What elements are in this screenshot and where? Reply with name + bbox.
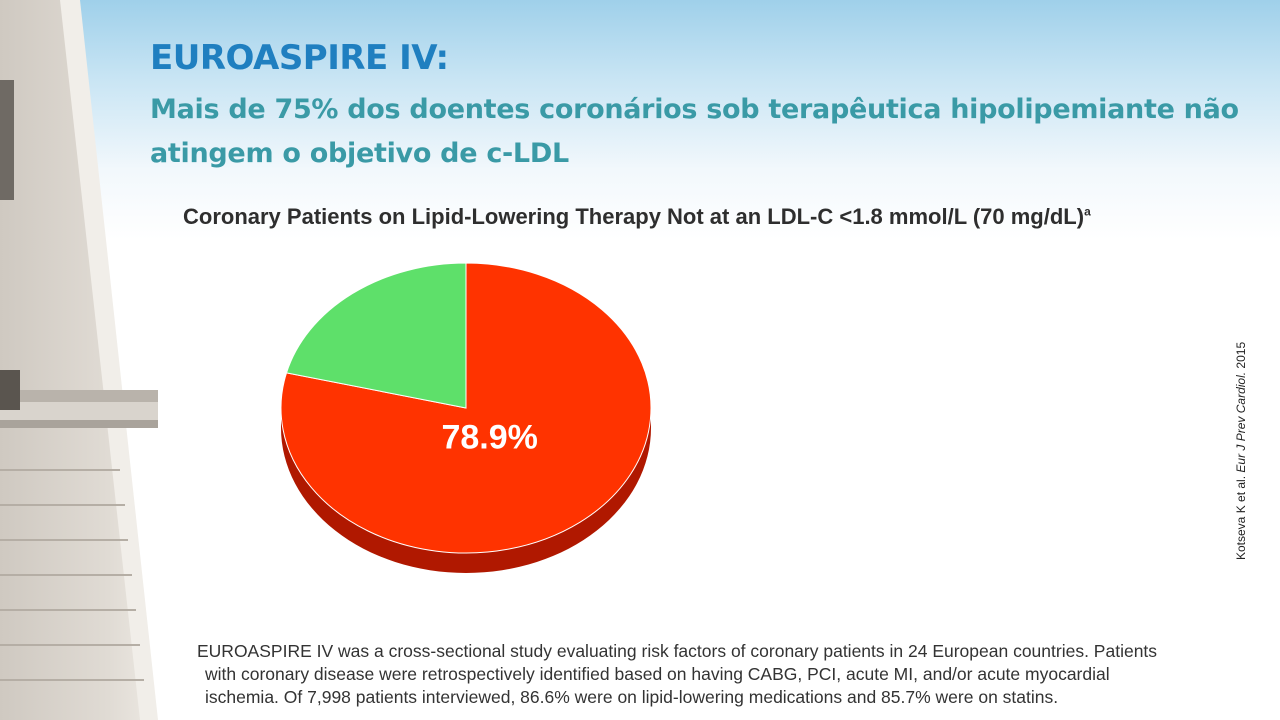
slide-title: EUROASPIRE IV: bbox=[150, 38, 449, 78]
citation-journal: Eur J Prev Cardiol. bbox=[1234, 371, 1248, 473]
chart-title-superscript: a bbox=[1084, 204, 1091, 219]
citation-authors: Kotseva K et al. bbox=[1234, 472, 1248, 560]
slide-subtitle: Mais de 75% dos doentes coronários sob t… bbox=[150, 94, 1239, 169]
pie-chart: 78.9% bbox=[280, 262, 652, 573]
footnote-line: ischemia. Of 7,998 patients interviewed,… bbox=[205, 687, 1059, 707]
footnote-line: EUROASPIRE IV was a cross-sectional stud… bbox=[197, 641, 1158, 661]
pie-slice-label: 78.9% bbox=[441, 419, 537, 457]
chart-title: Coronary Patients on Lipid-Lowering Ther… bbox=[183, 204, 1091, 230]
footnote: EUROASPIRE IV was a cross-sectional stud… bbox=[197, 640, 1277, 709]
building-background-image bbox=[0, 0, 158, 720]
citation-year: 2015 bbox=[1234, 341, 1248, 372]
pie-slice bbox=[280, 262, 652, 554]
chart-title-text: Coronary Patients on Lipid-Lowering Ther… bbox=[183, 204, 1085, 229]
citation: Kotseva K et al. Eur J Prev Cardiol. 201… bbox=[1234, 260, 1248, 560]
footnote-line: with coronary disease were retrospective… bbox=[205, 664, 1110, 684]
pie-slice bbox=[285, 262, 467, 409]
